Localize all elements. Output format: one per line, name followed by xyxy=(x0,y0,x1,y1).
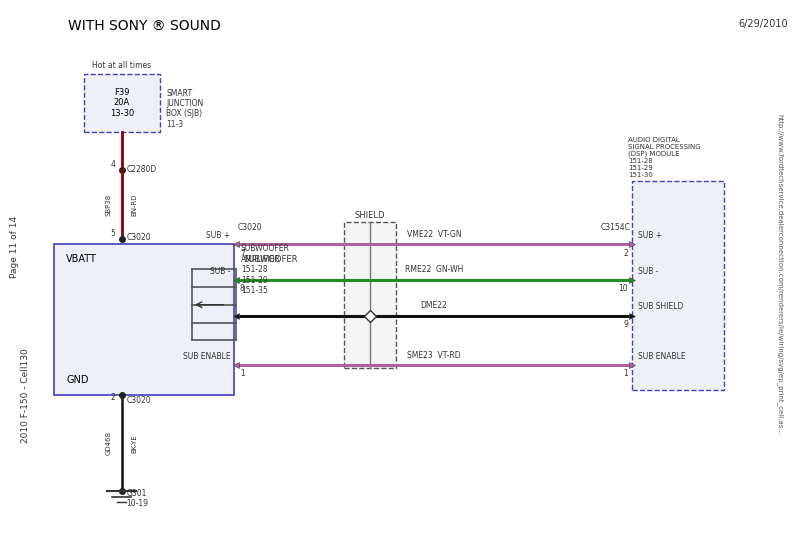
Text: C3020: C3020 xyxy=(238,223,262,232)
Text: BK-YE: BK-YE xyxy=(131,434,138,453)
Text: 1: 1 xyxy=(240,369,245,378)
Text: G301
10-19: G301 10-19 xyxy=(126,489,149,508)
Text: C3020: C3020 xyxy=(126,233,151,242)
Text: DME22: DME22 xyxy=(421,301,447,310)
Text: 2: 2 xyxy=(110,393,115,402)
Text: 10: 10 xyxy=(618,284,628,293)
Text: VBATT: VBATT xyxy=(66,254,98,264)
Text: BN-RD: BN-RD xyxy=(131,193,138,216)
Text: AUDIO DIGITAL
SIGNAL PROCESSING
(DSP) MODULE
151-28
151-29
151-30: AUDIO DIGITAL SIGNAL PROCESSING (DSP) MO… xyxy=(628,137,701,178)
Text: SBP38: SBP38 xyxy=(106,193,112,216)
Text: SUB +: SUB + xyxy=(638,231,662,240)
FancyBboxPatch shape xyxy=(632,181,724,390)
Text: SUB ENABLE: SUB ENABLE xyxy=(638,352,686,361)
Text: 7: 7 xyxy=(240,249,245,257)
Text: SUBWOOFER: SUBWOOFER xyxy=(244,255,298,264)
Text: VME22  VT-GN: VME22 VT-GN xyxy=(406,230,462,239)
Text: SUB -: SUB - xyxy=(638,267,659,276)
Text: Hot at all times: Hot at all times xyxy=(93,61,151,70)
Text: RME22  GN-WH: RME22 GN-WH xyxy=(405,266,463,274)
Text: SHIELD: SHIELD xyxy=(354,211,386,220)
Text: C3020: C3020 xyxy=(126,396,151,405)
Text: 8: 8 xyxy=(240,284,245,293)
Text: GND: GND xyxy=(66,376,89,385)
Text: SUB ENABLE: SUB ENABLE xyxy=(182,352,230,361)
FancyBboxPatch shape xyxy=(54,244,234,395)
Text: F39
20A
13-30: F39 20A 13-30 xyxy=(110,88,134,118)
FancyBboxPatch shape xyxy=(84,74,160,132)
Text: 6/29/2010: 6/29/2010 xyxy=(738,19,788,29)
Text: 2010 F-150 - Cell130: 2010 F-150 - Cell130 xyxy=(21,348,30,442)
Text: 5: 5 xyxy=(110,229,115,238)
Text: GD468: GD468 xyxy=(106,432,112,455)
Text: 4: 4 xyxy=(110,160,115,170)
FancyBboxPatch shape xyxy=(344,222,396,368)
Text: 1: 1 xyxy=(623,369,628,378)
Text: SMART
JUNCTION
BOX (SJB)
11-3: SMART JUNCTION BOX (SJB) 11-3 xyxy=(166,88,204,128)
Text: SUB SHIELD: SUB SHIELD xyxy=(638,302,684,311)
Text: http://www.fordtechservice.dealerconnection.com/renderers/ie/wiring/svg/ep_print: http://www.fordtechservice.dealerconnect… xyxy=(777,114,783,435)
Text: SUBWOOFER
AMPLIFIER
151-28
151-29
151-35: SUBWOOFER AMPLIFIER 151-28 151-29 151-35 xyxy=(241,244,290,295)
Text: C2280D: C2280D xyxy=(126,165,157,173)
Text: SUB +: SUB + xyxy=(206,231,230,240)
Text: SME23  VT-RD: SME23 VT-RD xyxy=(407,351,461,360)
Text: Page 11 of 14: Page 11 of 14 xyxy=(10,216,19,278)
Text: SUB -: SUB - xyxy=(210,267,230,276)
Text: C3154C: C3154C xyxy=(601,223,630,232)
Text: 9: 9 xyxy=(623,320,628,329)
Text: 2: 2 xyxy=(623,249,628,257)
Text: WITH SONY ® SOUND: WITH SONY ® SOUND xyxy=(68,19,221,33)
